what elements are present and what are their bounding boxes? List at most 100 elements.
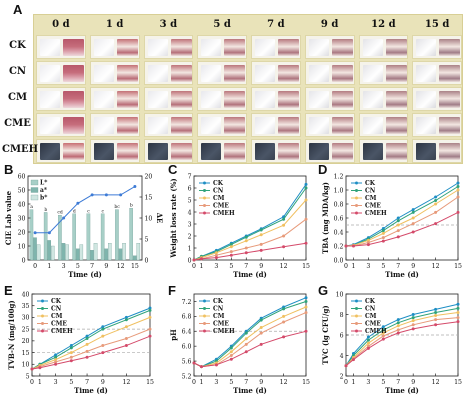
data-point <box>214 253 218 257</box>
sample-photo-cell <box>251 35 301 59</box>
y-tick-label: 20 <box>18 229 26 236</box>
delta-e-line <box>35 186 136 234</box>
x-tick-label: 3 <box>366 379 370 386</box>
x-tick-label: 3 <box>54 379 58 386</box>
data-point <box>229 350 233 354</box>
meat-sample <box>278 117 299 134</box>
x-tick-label: 5 <box>381 263 385 270</box>
series-line-cm <box>345 312 459 367</box>
x-tick-label: 9 <box>411 263 415 270</box>
legend-label: a* <box>40 187 47 194</box>
significance-letter: bc <box>114 204 120 210</box>
series-line-cn <box>193 187 307 261</box>
legend-label: CK <box>365 180 376 187</box>
legend-label: CM <box>365 195 377 202</box>
data-point <box>366 238 370 242</box>
sample-photo-cell <box>197 87 247 111</box>
film-sample <box>93 117 114 134</box>
data-point <box>411 323 415 327</box>
meat-sample <box>224 143 246 160</box>
legend-label: CN <box>51 306 62 313</box>
data-point <box>396 216 400 220</box>
data-point <box>344 244 348 248</box>
y-tick-label: 15 <box>22 350 30 357</box>
meat-sample <box>278 91 299 108</box>
legend-marker <box>203 329 206 333</box>
data-point <box>101 327 105 331</box>
legend-marker <box>355 329 358 333</box>
legend-swatch <box>30 194 39 201</box>
treatment-row-label: CMEH <box>2 144 39 155</box>
data-point <box>101 334 105 338</box>
sample-photo-cell <box>412 113 462 137</box>
sample-photo-cell <box>251 87 301 111</box>
data-point <box>434 323 438 327</box>
legend-label: CME <box>213 203 229 210</box>
data-point <box>282 320 286 324</box>
y-tick-label: 40 <box>18 201 26 208</box>
y-tick-label: 0.4 <box>334 229 344 236</box>
sample-photo-cell <box>36 61 86 85</box>
y-tick-label: 10 <box>336 291 344 298</box>
film-sample <box>93 39 114 56</box>
meat-sample <box>331 91 353 108</box>
data-point <box>229 242 233 246</box>
y-axis-label: TVC (lg CFU/g) <box>321 305 330 364</box>
data-point <box>101 351 105 355</box>
series-line-cn <box>193 301 307 368</box>
data-point <box>381 337 385 341</box>
y-axis-label: Weight loss rate (%) <box>169 178 178 258</box>
sample-photo-cell <box>304 139 355 163</box>
data-point <box>344 364 348 368</box>
data-point <box>282 234 286 238</box>
data-point <box>366 341 370 345</box>
series-line-cn <box>345 307 459 367</box>
data-point <box>456 316 460 320</box>
sample-photo-cell <box>89 35 140 59</box>
data-point <box>456 320 460 324</box>
sample-photo-cell <box>251 139 301 163</box>
meat-sample <box>385 117 407 134</box>
data-point <box>396 229 400 233</box>
film-sample <box>147 117 168 134</box>
x-tick-label: 0 <box>192 379 196 386</box>
film-sample <box>362 91 383 108</box>
data-point <box>396 321 400 325</box>
data-point <box>124 344 128 348</box>
film-sample <box>201 91 222 108</box>
legend-label: CM <box>213 313 225 320</box>
meat-sample <box>63 65 84 82</box>
data-point <box>101 325 105 329</box>
x-tick-label: 5 <box>381 379 385 386</box>
y-tick-label: 1.2 <box>334 173 344 180</box>
legend-label: CMEH <box>365 210 387 217</box>
y2-axis-label: ΔE <box>155 213 164 224</box>
data-point <box>85 337 89 341</box>
film-sample <box>255 39 275 56</box>
y-tick-label: 0 <box>22 257 26 264</box>
x-tick-label: 3 <box>214 379 218 386</box>
bar-a <box>75 248 80 261</box>
sample-photo-cell <box>36 113 86 137</box>
sample-photo-cell <box>143 61 194 85</box>
data-point <box>85 355 89 359</box>
meat-sample <box>116 91 138 108</box>
bar-a <box>61 243 66 261</box>
day-column-label: 1 d <box>105 19 124 30</box>
sample-photo-cell <box>89 87 140 111</box>
significance-letter: d <box>73 208 76 214</box>
x-tick-label: 5 <box>229 379 233 386</box>
legend-label: CMEH <box>213 328 235 335</box>
bar-b <box>136 243 141 261</box>
legend-marker <box>203 196 206 200</box>
x-tick-label: 3 <box>214 263 218 270</box>
y-tick-label: 0.0 <box>334 257 344 264</box>
sample-photo-cell <box>358 113 409 137</box>
y-tick-label: 30 <box>22 315 30 322</box>
data-point <box>304 305 308 309</box>
sample-photo-cell <box>197 113 247 137</box>
legend-swatch <box>30 187 39 193</box>
x-tick-label: 15 <box>131 263 139 270</box>
data-point <box>381 231 385 235</box>
